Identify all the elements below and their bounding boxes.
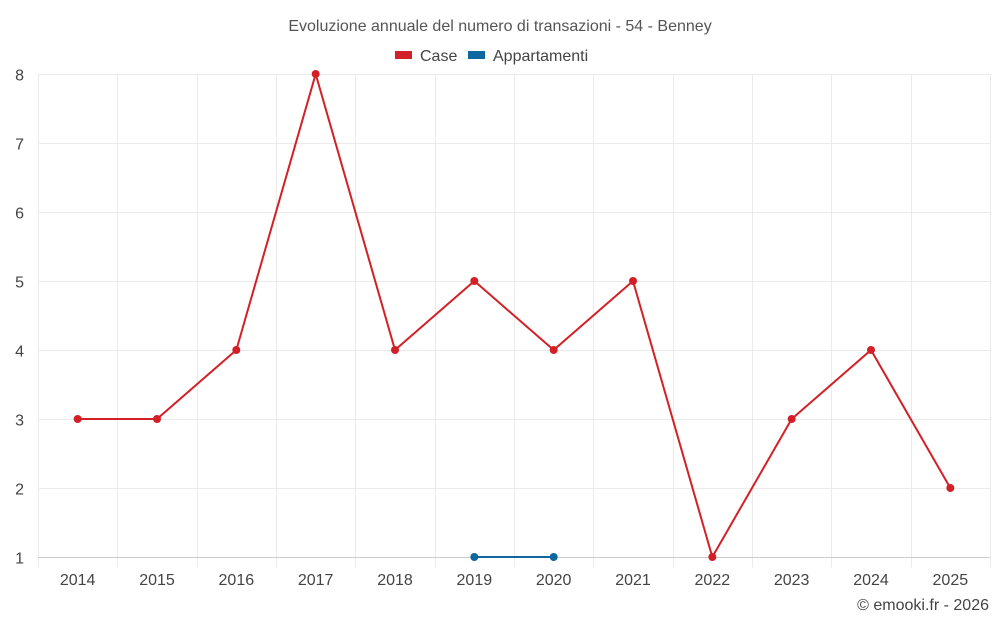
y-tick-label: 2	[15, 482, 24, 499]
y-tick-label: 5	[15, 275, 24, 292]
x-tick-label: 2024	[853, 572, 889, 589]
data-point-case[interactable]	[232, 346, 241, 354]
x-tick-label: 2021	[615, 572, 651, 589]
data-point-case[interactable]	[153, 415, 161, 423]
data-point-appartamenti[interactable]	[549, 553, 558, 561]
x-tick-label: 2019	[457, 572, 493, 589]
data-point-case[interactable]	[629, 277, 637, 285]
data-point-case[interactable]	[73, 415, 82, 423]
x-tick-label: 2022	[695, 572, 731, 589]
series-layer	[73, 70, 955, 561]
x-tick-label: 2023	[774, 572, 810, 589]
data-point-case[interactable]	[787, 415, 796, 423]
series-line-case	[77, 73, 952, 558]
x-tick-label: 2018	[377, 572, 413, 589]
y-tick-label: 3	[15, 413, 24, 430]
data-point-case[interactable]	[708, 553, 717, 561]
legend-label-appartamenti: Appartamenti	[493, 48, 588, 65]
legend-label-case: Case	[420, 48, 457, 65]
x-tick-label: 2015	[139, 572, 175, 589]
legend-item-appartamenti[interactable]: Appartamenti	[468, 48, 588, 65]
x-tick-label: 2014	[60, 572, 96, 589]
data-point-appartamenti[interactable]	[470, 553, 479, 561]
data-point-case[interactable]	[549, 346, 558, 354]
x-tick-label: 2020	[536, 572, 572, 589]
data-point-case[interactable]	[867, 346, 875, 354]
x-tick-label: 2017	[298, 572, 334, 589]
y-tick-label: 6	[15, 206, 24, 223]
x-tick-label: 2016	[219, 572, 255, 589]
data-point-case[interactable]	[946, 484, 955, 492]
data-point-case[interactable]	[470, 277, 479, 285]
data-point-case[interactable]	[391, 346, 399, 354]
data-point-case[interactable]	[311, 70, 320, 78]
legend-item-case[interactable]: Case	[395, 48, 457, 65]
x-axis-ticks: 2014 2015 2016 2017 2018 2019 2020 2021 2022 2023…	[60, 572, 968, 589]
legend: Case Appartamenti	[395, 48, 588, 65]
legend-swatch-appartamenti	[468, 51, 485, 59]
y-tick-label: 1	[15, 551, 24, 568]
y-tick-label: 8	[15, 68, 24, 85]
y-axis-ticks: 1 2 3 4 5 6 7 8	[15, 68, 24, 568]
legend-swatch-case	[395, 51, 412, 59]
y-tick-label: 7	[15, 137, 24, 154]
credit-text: © emooki.fr - 2026	[857, 597, 989, 614]
chart-title: Evoluzione annuale del numero di transaz…	[288, 18, 711, 35]
y-tick-label: 4	[15, 344, 24, 361]
x-gridlines	[38, 74, 991, 567]
x-tick-label: 2025	[933, 572, 969, 589]
